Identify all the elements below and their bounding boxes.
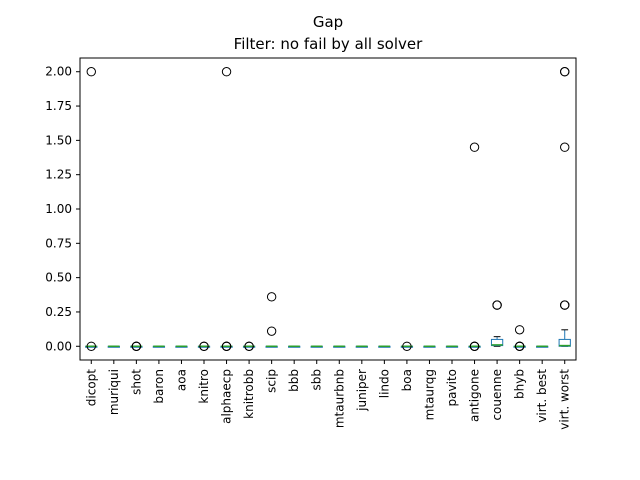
x-tick-label: antigone <box>468 369 482 422</box>
outlier-point <box>86 67 96 77</box>
x-tick-label: knitrobb <box>242 369 256 419</box>
x-tick-label: muriqui <box>107 369 121 415</box>
y-tick-label: 2.00 <box>45 65 72 79</box>
y-tick-label: 1.00 <box>45 202 72 216</box>
x-tick-label: bbb <box>287 369 301 392</box>
y-tick-label: 0.50 <box>45 271 72 285</box>
outlier-point <box>131 341 142 351</box>
x-tick-label: boa <box>400 369 414 391</box>
y-tick-label: 1.75 <box>45 99 72 113</box>
outlier-point <box>560 300 570 310</box>
x-tick-label: sbb <box>310 369 324 391</box>
x-tick-label: aoa <box>174 369 188 391</box>
outlier-point <box>560 67 570 77</box>
x-tick-label: mtaurbnb <box>332 369 346 428</box>
x-tick-label: pavito <box>445 369 459 406</box>
y-tick-label: 1.50 <box>45 133 72 147</box>
chart-subtitle: Filter: no fail by all solver <box>234 35 423 53</box>
outlier-point <box>492 300 502 310</box>
outlier-point <box>514 325 525 335</box>
outlier-point <box>469 341 480 351</box>
y-tick-label: 0.75 <box>45 236 72 250</box>
x-tick-label: shot <box>129 369 143 395</box>
x-tick-label: mtaurqg <box>422 369 436 420</box>
x-tick-label: couenne <box>490 369 504 421</box>
outlier-point <box>514 341 525 351</box>
plot-frame <box>79 57 577 361</box>
plot-area: 0.00 0.25 0.50 0.75 1.00 1.25 1.50 1.75 2.00 dico… <box>45 57 577 430</box>
x-tick-label: juniper <box>355 369 369 412</box>
x-tick-label: alphaecp <box>220 369 234 424</box>
outlier-point <box>199 341 209 351</box>
y-tick-label: 0.25 <box>45 305 72 319</box>
y-tick-label: 1.25 <box>45 168 72 182</box>
x-tick-label: knitro <box>197 369 211 404</box>
chart-title: Gap <box>313 13 343 31</box>
x-tick-label: bhyb <box>513 369 527 399</box>
outlier-point <box>469 142 480 152</box>
outlier-point <box>402 341 412 351</box>
x-tick-label: virt. best <box>535 369 549 423</box>
outlier-point <box>266 326 277 336</box>
x-tick-label: dicopt <box>84 369 98 407</box>
outlier-point <box>266 292 277 302</box>
outlier-point <box>244 341 254 351</box>
outlier-point <box>86 341 96 351</box>
outlier-point <box>221 67 232 77</box>
x-tick-label: lindo <box>377 369 391 398</box>
y-tick-label: 0.00 <box>45 339 72 353</box>
outlier-point <box>560 142 570 152</box>
outlier-point <box>221 341 232 351</box>
x-tick-label: baron <box>152 369 166 404</box>
x-tick-label: virt. worst <box>558 369 572 430</box>
x-tick-label: scip <box>265 369 279 393</box>
